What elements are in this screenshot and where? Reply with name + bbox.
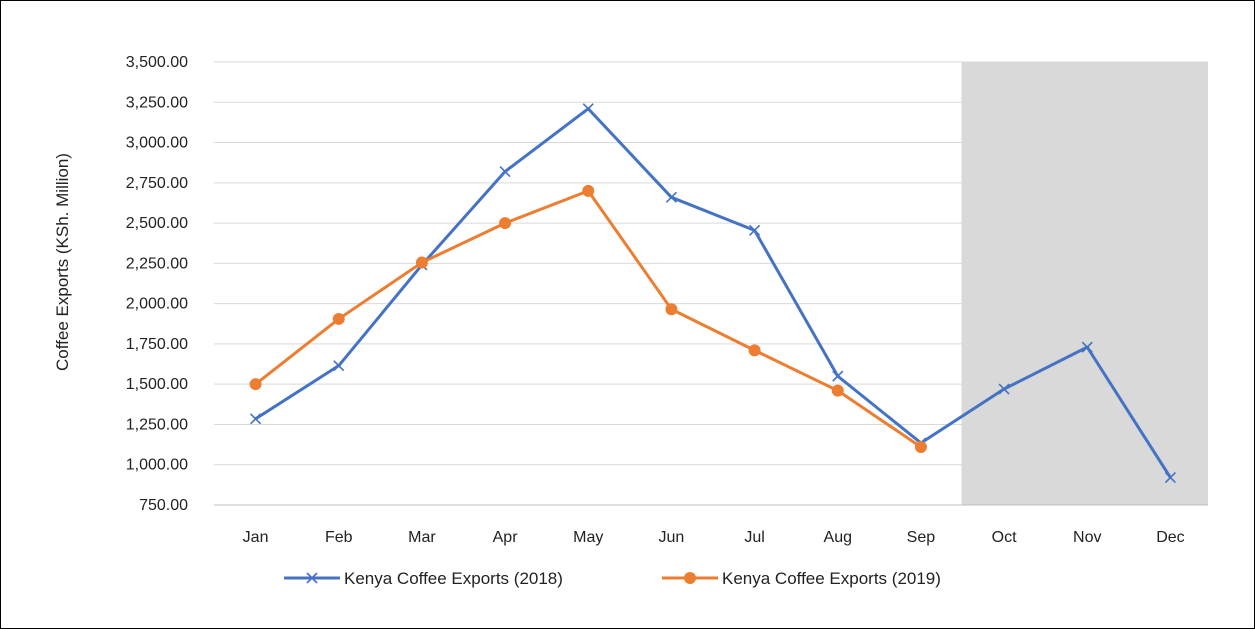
y-axis-ticks: 750.00 1,000.00 1,250.00 1,500.00 1,750.00 2,…: [126, 54, 188, 514]
x-tick-label: Nov: [1073, 529, 1101, 546]
series-line: [254, 189, 922, 449]
data-point: [831, 384, 844, 397]
y-tick-label: 2,500.00: [126, 215, 188, 232]
data-point: [249, 378, 262, 391]
y-tick-label: 3,250.00: [126, 94, 188, 111]
y-tick-label: 1,500.00: [126, 376, 188, 393]
data-point: [1081, 341, 1093, 353]
y-tick-label: 3,500.00: [126, 54, 188, 71]
y-tick-label: 1,250.00: [126, 416, 188, 433]
y-tick-label: 2,750.00: [126, 175, 188, 192]
data-point: [332, 312, 345, 325]
y-tick-label: 750.00: [139, 497, 188, 514]
series-line: [254, 107, 1172, 479]
legend-item: Kenya Coffee Exports (2019): [662, 569, 941, 588]
data-point: [333, 360, 345, 372]
series-layer: [249, 103, 1176, 484]
y-tick-label: 1,750.00: [126, 336, 188, 353]
y-tick-label: 1,000.00: [126, 457, 188, 474]
x-tick-label: Jul: [744, 529, 764, 546]
legend-label: Kenya Coffee Exports (2019): [722, 569, 941, 588]
legend: Kenya Coffee Exports (2018) Kenya Coffee …: [284, 569, 941, 588]
x-tick-label: Dec: [1156, 529, 1184, 546]
gridlines: [214, 61, 1208, 506]
x-axis-ticks: Jan Feb Mar Apr May Jun Jul Aug Sep Oct Nov Dec: [243, 529, 1185, 546]
data-point: [748, 344, 761, 357]
legend-item: Kenya Coffee Exports (2018): [284, 569, 563, 588]
legend-marker: [306, 572, 318, 584]
data-point: [665, 303, 678, 316]
x-tick-label: Oct: [992, 529, 1017, 546]
data-point: [499, 217, 512, 230]
data-point: [998, 383, 1010, 395]
data-point: [749, 224, 761, 236]
x-tick-label: Feb: [325, 529, 353, 546]
y-tick-label: 3,000.00: [126, 135, 188, 152]
y-tick-label: 2,000.00: [126, 296, 188, 313]
data-point: [582, 184, 595, 197]
data-point: [250, 413, 262, 425]
legend-marker: [684, 572, 696, 584]
x-tick-label: Apr: [493, 529, 519, 546]
data-point: [582, 103, 594, 115]
data-point: [499, 165, 511, 178]
data-point: [665, 191, 677, 203]
legend-label: Kenya Coffee Exports (2018): [344, 569, 563, 588]
data-point: [1164, 472, 1176, 484]
x-tick-label: Jan: [243, 529, 269, 546]
x-tick-label: Sep: [907, 529, 936, 546]
x-tick-label: Aug: [824, 529, 852, 546]
data-point: [832, 370, 844, 382]
x-tick-label: Jun: [659, 529, 685, 546]
y-axis-label: Coffee Exports (KSh. Million): [53, 153, 72, 371]
x-tick-label: May: [573, 529, 603, 546]
data-point: [914, 441, 927, 454]
shaded-region-layer: [961, 62, 1208, 505]
data-point: [415, 256, 428, 269]
x-tick-label: Mar: [408, 529, 436, 546]
y-tick-label: 2,250.00: [126, 255, 188, 272]
series-2: [249, 184, 927, 454]
shaded-region: [961, 62, 1208, 505]
